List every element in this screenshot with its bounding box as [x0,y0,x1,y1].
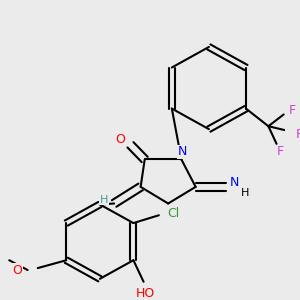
Text: HO: HO [136,287,155,300]
Text: H: H [240,188,249,198]
Text: Cl: Cl [167,207,179,220]
Text: N: N [230,176,239,189]
Text: O: O [13,263,22,277]
Text: F: F [288,104,296,117]
Text: O: O [115,134,125,146]
Text: F: F [277,145,284,158]
Text: N: N [178,145,187,158]
Text: H: H [100,195,108,205]
Text: F: F [296,128,300,140]
Text: S: S [166,207,174,220]
